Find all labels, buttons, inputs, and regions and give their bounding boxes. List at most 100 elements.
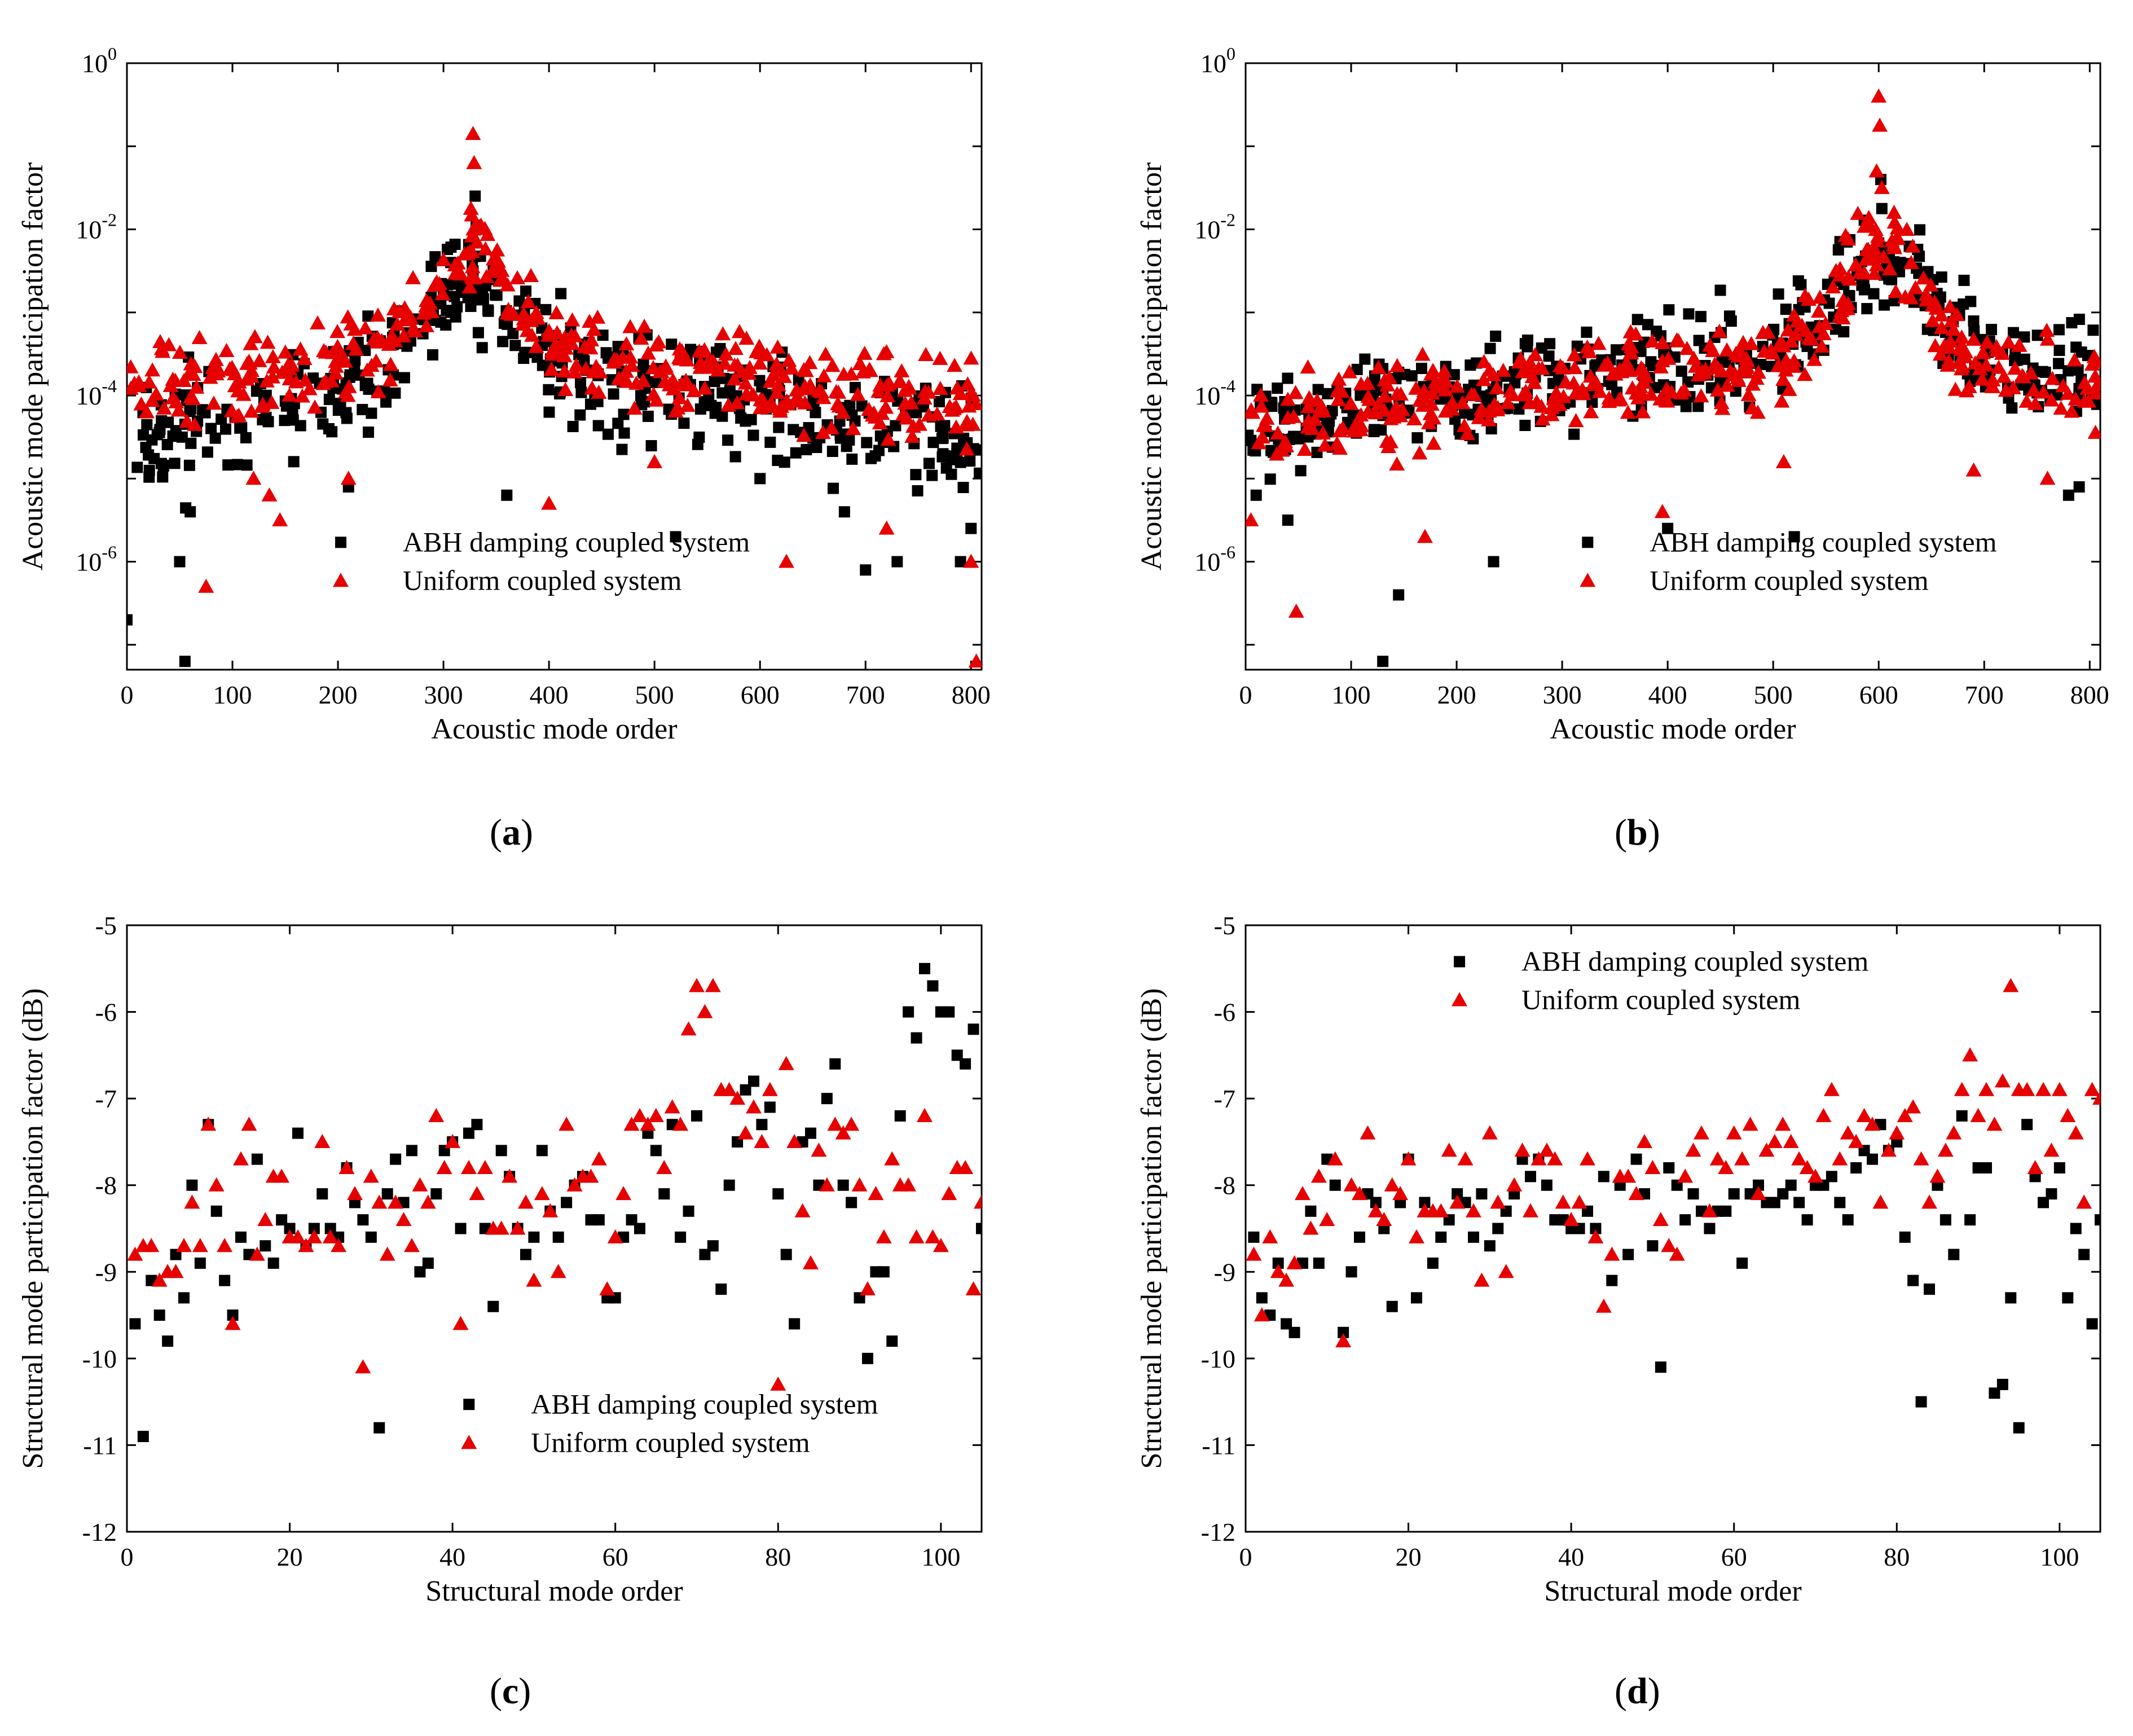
- data-point-uniform: [880, 432, 896, 446]
- data-point-uniform: [1506, 1177, 1523, 1192]
- data-point-uniform: [1825, 279, 1841, 294]
- data-point-uniform: [599, 1281, 615, 1295]
- data-point-abh: [602, 428, 614, 440]
- data-point-uniform: [581, 314, 597, 328]
- data-point-uniform: [729, 395, 745, 410]
- data-point-abh: [878, 1266, 890, 1278]
- data-point-uniform: [770, 377, 786, 392]
- data-point-uniform: [862, 363, 878, 377]
- data-point-abh: [1692, 401, 1704, 412]
- data-point-abh: [1785, 1179, 1797, 1191]
- y-tick-label: 10-2: [76, 210, 117, 244]
- data-point-abh: [608, 388, 619, 400]
- data-point-uniform: [1856, 265, 1872, 280]
- data-point-uniform: [817, 346, 834, 361]
- data-point-uniform: [583, 332, 600, 347]
- data-point-abh: [1773, 288, 1784, 300]
- data-point-abh: [1642, 319, 1653, 331]
- data-point-abh: [477, 293, 489, 305]
- data-point-uniform: [632, 1107, 648, 1122]
- data-point-abh: [634, 1223, 645, 1234]
- data-point-abh: [2006, 402, 2018, 414]
- data-point-abh: [943, 1006, 955, 1018]
- data-point-uniform: [347, 1186, 363, 1201]
- data-point-abh: [1842, 1214, 1854, 1226]
- data-point-uniform: [318, 373, 334, 388]
- data-point-uniform: [1945, 322, 1962, 336]
- data-point-abh: [974, 467, 982, 479]
- data-point-uniform: [357, 320, 373, 335]
- data-point-uniform: [1669, 332, 1685, 346]
- data-point-uniform: [1543, 407, 1560, 421]
- data-point-abh: [2053, 344, 2065, 356]
- data-point-uniform: [1630, 390, 1646, 405]
- data-point-uniform: [729, 357, 746, 372]
- data-point-uniform: [1965, 331, 1982, 346]
- data-point-uniform: [1278, 1272, 1295, 1287]
- data-point-abh: [2066, 317, 2078, 329]
- data-point-abh: [381, 1188, 393, 1200]
- data-point-uniform: [1505, 387, 1521, 402]
- data-point-uniform: [1531, 361, 1547, 375]
- data-point-uniform: [500, 302, 517, 317]
- data-point-uniform: [768, 356, 785, 371]
- data-point-abh: [2078, 1249, 2090, 1260]
- data-point-abh: [1723, 310, 1735, 322]
- data-point-uniform: [1408, 380, 1424, 395]
- data-point-uniform: [1547, 1151, 1563, 1166]
- data-point-uniform: [345, 336, 362, 350]
- data-point-uniform: [405, 270, 421, 284]
- data-point-uniform: [224, 359, 240, 374]
- data-point-uniform: [710, 362, 727, 377]
- legend-entry: ABH damping coupled system: [403, 526, 750, 557]
- data-point-uniform: [1751, 1186, 1766, 1201]
- y-tick-label: -5: [1214, 911, 1235, 940]
- data-point-uniform: [728, 341, 744, 355]
- data-point-uniform: [315, 342, 332, 357]
- data-point-uniform: [963, 350, 979, 365]
- data-point-abh: [803, 422, 815, 434]
- x-tick-label: 0: [1239, 1542, 1252, 1571]
- panel-label-d: (d): [1615, 1671, 1660, 1712]
- legend: ABH damping coupled system Uniform couple…: [1580, 526, 1997, 596]
- data-point-uniform: [176, 372, 192, 387]
- data-point-uniform: [1927, 294, 1943, 309]
- data-point-abh: [1288, 1326, 1300, 1338]
- data-point-uniform: [1286, 408, 1302, 423]
- data-point-uniform: [1783, 333, 1800, 348]
- data-point-uniform: [615, 1186, 632, 1201]
- data-point-uniform: [588, 358, 604, 373]
- data-point-abh: [528, 1231, 540, 1243]
- data-point-abh: [476, 342, 488, 354]
- data-point-uniform: [948, 399, 964, 414]
- data-point-uniform: [499, 277, 516, 292]
- data-point-uniform: [1807, 1168, 1823, 1183]
- data-point-uniform: [2088, 353, 2100, 368]
- data-point-abh: [1868, 288, 1880, 300]
- data-point-uniform: [963, 385, 979, 399]
- data-points: [127, 126, 982, 668]
- data-point-uniform: [1985, 379, 2001, 393]
- data-point-uniform: [2039, 331, 2056, 346]
- data-point-abh: [1606, 1274, 1618, 1286]
- data-point-abh: [194, 1257, 206, 1269]
- legend-marker-abh: [463, 1399, 475, 1410]
- data-point-abh: [709, 376, 720, 388]
- data-point-uniform: [567, 328, 583, 342]
- data-point-abh: [642, 410, 654, 422]
- data-point-abh: [1541, 1179, 1553, 1191]
- data-point-uniform: [1726, 1125, 1742, 1140]
- data-point-uniform: [148, 386, 164, 401]
- data-point-uniform: [850, 386, 866, 401]
- data-point-uniform: [729, 1091, 746, 1105]
- data-point-uniform: [1637, 1133, 1652, 1148]
- data-point-uniform: [622, 319, 639, 333]
- data-point-abh: [971, 444, 982, 456]
- data-point-abh: [317, 418, 329, 430]
- data-point-uniform: [382, 357, 399, 371]
- data-point-uniform: [622, 349, 639, 364]
- data-point-uniform: [1620, 1168, 1637, 1183]
- data-point-uniform: [543, 362, 560, 376]
- data-point-abh: [964, 455, 976, 467]
- data-point-abh: [694, 403, 706, 415]
